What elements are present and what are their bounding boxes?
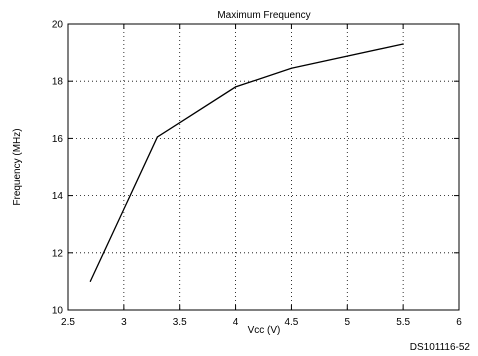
data-point bbox=[89, 280, 91, 282]
plot-frame bbox=[67, 23, 460, 311]
x-tick-label: 3.5 bbox=[173, 317, 187, 328]
data-point bbox=[402, 43, 404, 45]
chart-title: Maximum Frequency bbox=[217, 10, 310, 21]
tick-marks bbox=[67, 23, 460, 311]
y-tick-label: 14 bbox=[52, 191, 64, 202]
grid bbox=[68, 24, 459, 310]
x-tick-label: 2.5 bbox=[61, 317, 75, 328]
y-tick-label: 18 bbox=[52, 77, 64, 88]
y-tick-labels: 10 12 14 16 18 20 bbox=[52, 20, 64, 317]
data-point bbox=[156, 136, 158, 138]
series-group bbox=[89, 43, 404, 282]
y-tick-label: 12 bbox=[52, 248, 64, 259]
y-axis-label: Frequency (MHz) bbox=[12, 128, 23, 205]
series-line bbox=[89, 43, 404, 282]
x-tick-label: 3 bbox=[121, 317, 127, 328]
data-point bbox=[290, 67, 293, 69]
x-tick-label: 5 bbox=[345, 317, 351, 328]
y-tick-label: 10 bbox=[52, 306, 64, 317]
data-point bbox=[234, 86, 237, 88]
x-tick-label: 4 bbox=[233, 317, 239, 328]
x-tick-label: 6 bbox=[456, 317, 462, 328]
x-tick-label: 4.5 bbox=[284, 317, 298, 328]
figure-id: DS101116-52 bbox=[410, 342, 471, 353]
y-tick-label: 20 bbox=[52, 20, 64, 31]
y-tick-label: 16 bbox=[52, 134, 64, 145]
x-axis-label: Vcc (V) bbox=[248, 325, 281, 336]
x-tick-label: 5.5 bbox=[396, 317, 410, 328]
x-tick-labels: 2.5 3 3.5 4 4.5 5 5.5 6 bbox=[61, 317, 462, 328]
